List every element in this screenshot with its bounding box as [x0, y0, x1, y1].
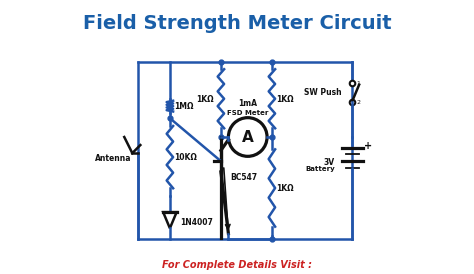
Text: 1KΩ: 1KΩ — [276, 95, 293, 104]
Text: A: A — [242, 130, 254, 144]
Text: +: + — [364, 141, 372, 151]
Text: BC547: BC547 — [230, 173, 257, 182]
Text: 1mA: 1mA — [238, 99, 257, 108]
Text: For Complete Details Visit :: For Complete Details Visit : — [162, 259, 312, 270]
Text: 1: 1 — [356, 81, 360, 86]
Text: 1KΩ: 1KΩ — [197, 95, 214, 104]
Text: Antenna: Antenna — [95, 154, 132, 163]
Text: 3V: 3V — [324, 158, 335, 167]
Text: 2: 2 — [356, 100, 360, 105]
Text: 1N4007: 1N4007 — [181, 218, 213, 227]
Text: 1MΩ: 1MΩ — [174, 102, 193, 111]
Text: 10KΩ: 10KΩ — [174, 153, 197, 162]
Text: 1KΩ: 1KΩ — [276, 184, 293, 193]
Text: Battery: Battery — [305, 166, 335, 172]
Polygon shape — [163, 212, 177, 228]
Text: Field Strength Meter Circuit: Field Strength Meter Circuit — [82, 13, 392, 33]
Text: SW Push: SW Push — [304, 88, 342, 97]
Text: FSD Meter: FSD Meter — [227, 110, 268, 116]
